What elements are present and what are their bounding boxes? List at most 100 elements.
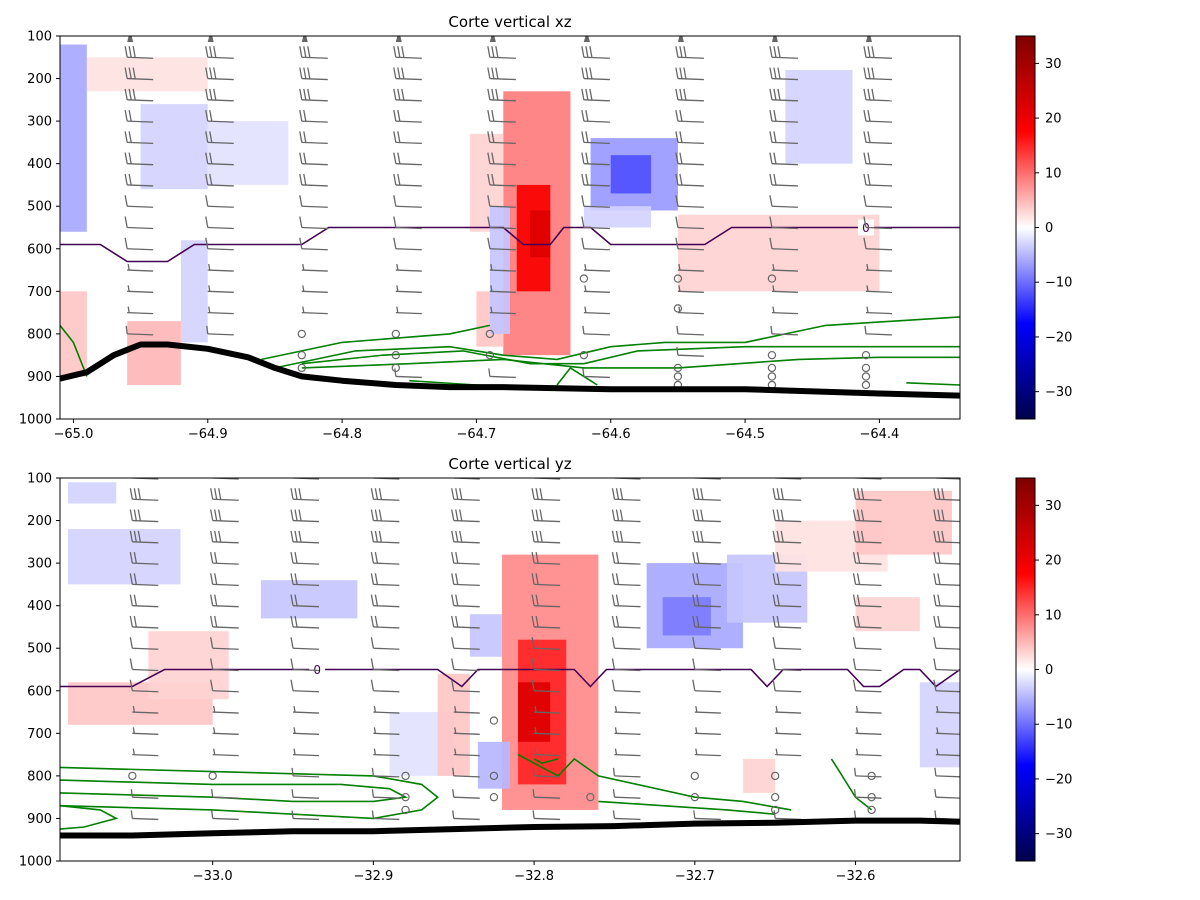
colorbar-tick-label: 30 [1045,499,1062,514]
calm-wind-marker [767,350,777,360]
wind-barb [395,306,422,315]
wind-barb [290,658,320,672]
wind-barb [293,748,320,757]
wind-barb [581,216,610,230]
wind-barb [582,368,610,379]
wind-barb [205,237,234,251]
wind-barb [692,573,721,587]
wind-barb [124,173,154,187]
wind-barb [583,263,610,272]
wind-barb [532,789,561,799]
low-level-contour-line [60,804,119,830]
calm-wind-marker [391,329,401,339]
wind-barb [531,573,561,587]
wind-barb [371,810,400,821]
wind-barb [395,36,402,42]
wind-barb [531,637,561,650]
heatmap-cell [60,44,87,232]
wind-barb [291,767,320,778]
colorbar-tick-label: −20 [1045,330,1072,345]
wind-barb [205,152,234,166]
wind-barb [692,509,721,523]
wind-barb [129,509,159,523]
y-tick-label: 400 [27,599,52,614]
wind-barb [453,705,480,714]
colorbar-tick-label: 20 [1045,554,1062,569]
wind-barb [677,263,704,272]
wind-barb [290,530,320,544]
wind-barb [581,195,610,208]
calm-wind-marker [401,771,410,781]
calm-wind-marker [673,274,683,283]
wind-barb [291,810,320,821]
wind-barb [127,263,154,272]
wind-barb [206,325,234,336]
colorbar-tick-label: 30 [1045,57,1062,72]
wind-barb [933,488,960,501]
colorbar-tick-label: −10 [1045,718,1072,733]
wind-barb [210,551,239,565]
wind-barb [864,325,892,336]
y-tick-label: 900 [27,370,52,385]
wind-barb [487,237,516,251]
wind-barb [299,216,328,230]
wind-barb [129,530,159,544]
terrain-line [60,817,960,839]
calm-wind-marker [297,329,306,339]
wind-barb [205,67,234,81]
wind-barb [451,551,480,565]
wind-barb [581,152,610,166]
colorbar-gradient [1015,477,1036,862]
wind-barb [675,67,704,81]
wind-barb [769,131,798,145]
plot-area-xz: 0 [60,36,960,399]
wind-barb [212,727,239,735]
low-level-contour-line [301,345,960,365]
wind-barb [205,88,234,102]
wind-barb [124,131,154,145]
wind-barb [393,195,422,208]
wind-barb [531,488,561,501]
x-tick-label: −64.4 [859,427,899,442]
wind-barb [934,767,960,778]
wind-barb [370,551,400,565]
wind-barb [453,748,480,757]
wind-barb [451,679,480,693]
wind-barb [370,573,400,587]
wind-barb [675,88,704,102]
wind-barb [611,551,641,565]
wind-barb [299,46,328,59]
x-tick-label: −32.8 [514,869,554,884]
wind-barb [207,306,234,315]
calm-wind-marker [485,350,495,360]
colorbar-tick-label: 10 [1045,166,1062,181]
wind-barb [531,615,561,629]
wind-barb [531,658,561,672]
wind-barb [210,488,239,501]
low-level-contours [60,753,873,830]
wind-barb [770,325,798,336]
calm-wind-marker [128,771,137,781]
wind-barb [129,679,159,693]
wind-barb [301,306,328,315]
wind-barb [370,594,400,608]
wind-barb [132,727,159,735]
wind-barb [124,216,154,230]
wind-barb [775,727,802,735]
wind-barb [210,509,239,523]
wind-barb [124,67,154,81]
wind-barb [299,173,328,187]
wind-barb [132,705,159,714]
wind-barb [290,551,320,565]
wind-barb [210,530,239,544]
heatmap-cell [855,597,920,632]
wind-barb [299,67,328,81]
wind-barb [693,810,721,821]
heatmap-cell [180,240,208,343]
wind-barb [130,810,159,821]
wind-barb [852,551,882,565]
y-tick-label: 700 [27,727,52,742]
plot-frame-yz [59,477,961,862]
y-tick-label: 800 [27,769,52,784]
y-tick-label: 600 [27,684,52,699]
